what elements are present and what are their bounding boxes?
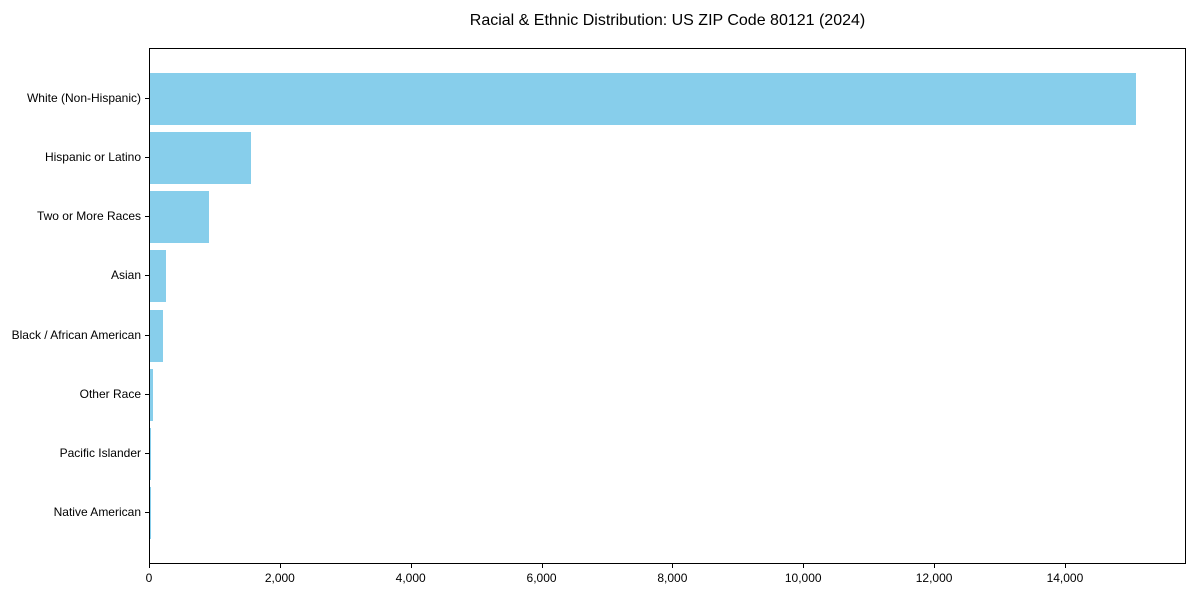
chart-title: Racial & Ethnic Distribution: US ZIP Cod… <box>469 12 866 29</box>
x-tick-mark <box>149 564 150 568</box>
x-tick-mark <box>541 564 543 568</box>
y-tick-mark <box>145 275 149 277</box>
y-tick-label: Black / African American <box>11 327 141 342</box>
y-tick-label: Pacific Islander <box>59 445 141 460</box>
x-tick-mark <box>934 564 936 568</box>
y-tick-label: Two or More Races <box>36 209 141 224</box>
bar-white-non-hispanic <box>150 73 1136 125</box>
x-tick-label: 4,000 <box>395 571 426 585</box>
y-tick-label: White (Non-Hispanic) <box>26 91 141 105</box>
y-tick-mark <box>145 452 149 454</box>
y-tick-label: Hispanic or Latino <box>44 150 141 165</box>
x-tick-mark <box>410 564 412 568</box>
x-tick-mark <box>279 564 281 568</box>
bar-other-race <box>150 368 153 421</box>
bar-black-african-american <box>150 309 163 362</box>
x-tick-label: 2,000 <box>264 571 295 585</box>
y-tick-mark <box>145 98 149 99</box>
x-tick-label: 8,000 <box>657 571 688 585</box>
y-tick-mark <box>145 157 149 159</box>
y-tick-mark <box>145 512 149 513</box>
x-tick-mark <box>672 564 674 568</box>
x-tick-label: 12,000 <box>915 571 953 585</box>
y-tick-label: Native American <box>53 505 141 519</box>
bar-two-or-more-races <box>150 191 209 244</box>
x-tick-mark <box>803 564 805 568</box>
bar-pacific-islander <box>150 427 151 480</box>
bar-asian <box>150 250 166 303</box>
y-tick-mark <box>145 393 149 395</box>
x-tick-mark <box>1064 564 1066 568</box>
y-tick-label: Other Race <box>79 386 141 401</box>
x-tick-label: 6,000 <box>526 571 557 585</box>
bar-hispanic-or-latino <box>150 132 251 185</box>
bar-native-american <box>150 487 151 539</box>
plot-area <box>149 48 1186 564</box>
y-tick-label: Asian <box>110 268 141 283</box>
x-tick-label: 0 <box>145 571 153 585</box>
x-tick-label: 10,000 <box>784 571 822 585</box>
x-tick-label: 14,000 <box>1046 571 1084 585</box>
y-tick-mark <box>145 334 149 336</box>
y-tick-mark <box>145 216 149 218</box>
